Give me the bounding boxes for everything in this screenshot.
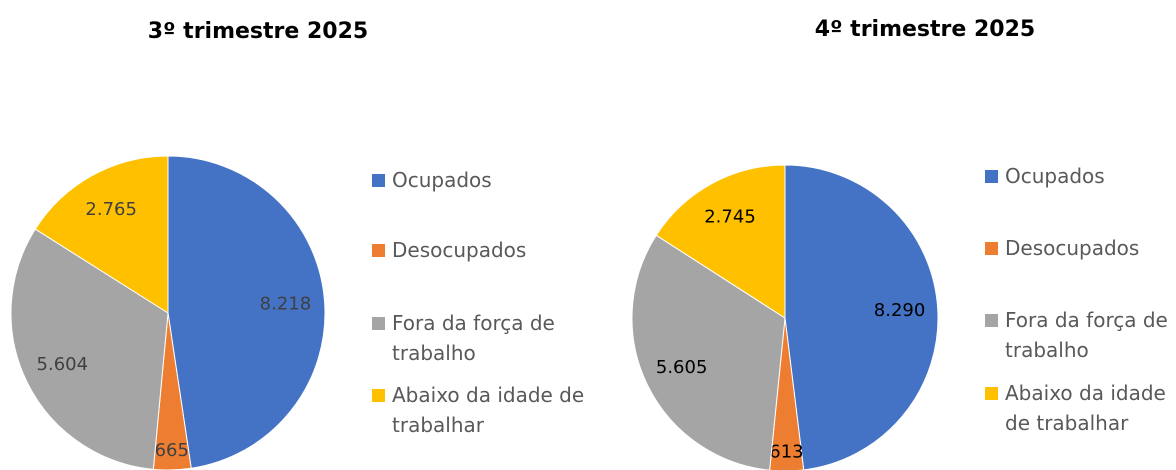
legend-swatch (985, 387, 998, 400)
legend-entry: Fora da força de trabalho (985, 305, 1176, 365)
legend-entry: Fora da força de trabalho (372, 308, 592, 368)
data-label: 8.290 (874, 300, 926, 321)
legend-swatch (372, 317, 385, 330)
pie-slice (167, 155, 326, 469)
legend-label: Fora da força de trabalho (392, 311, 555, 365)
data-label: 2.765 (85, 199, 137, 220)
legend-label: Abaixo da idade de trabalhar (392, 383, 585, 437)
legend-label: Desocupados (392, 238, 527, 262)
data-label: 5.605 (656, 357, 708, 378)
data-label: 613 (769, 442, 803, 463)
legend-entry: Desocupados (985, 233, 1176, 263)
data-label: 665 (155, 440, 189, 461)
legend-label: Fora da força de trabalho (1005, 308, 1168, 362)
legend-swatch (372, 174, 385, 187)
legend-label: Ocupados (1005, 164, 1105, 188)
legend-entry: Ocupados (372, 165, 592, 195)
legend-swatch (985, 170, 998, 183)
pie-slice (10, 228, 169, 470)
legend-label: Ocupados (392, 168, 492, 192)
legend-swatch (372, 389, 385, 402)
legend-swatch (985, 314, 998, 327)
data-label: 2.745 (704, 206, 756, 227)
legend-label: Desocupados (1005, 236, 1140, 260)
legend-entry: Abaixo da idade de trabalhar (372, 380, 592, 440)
legend-entry: Desocupados (372, 235, 592, 265)
pie-slice (34, 155, 169, 314)
pie-slice (655, 164, 786, 319)
data-label: 8.218 (260, 293, 312, 314)
pie-slice (784, 164, 939, 470)
legend-entry: Abaixo da idade de trabalhar (985, 378, 1176, 438)
chart-title: 3º trimestre 2025 (148, 19, 368, 44)
data-label: 5.604 (37, 354, 89, 375)
legend-entry: Ocupados (985, 161, 1176, 191)
chart-title: 4º trimestre 2025 (815, 17, 1035, 42)
legend-swatch (985, 242, 998, 255)
legend-swatch (372, 244, 385, 257)
legend-label: Abaixo da idade de trabalhar (1005, 381, 1166, 435)
